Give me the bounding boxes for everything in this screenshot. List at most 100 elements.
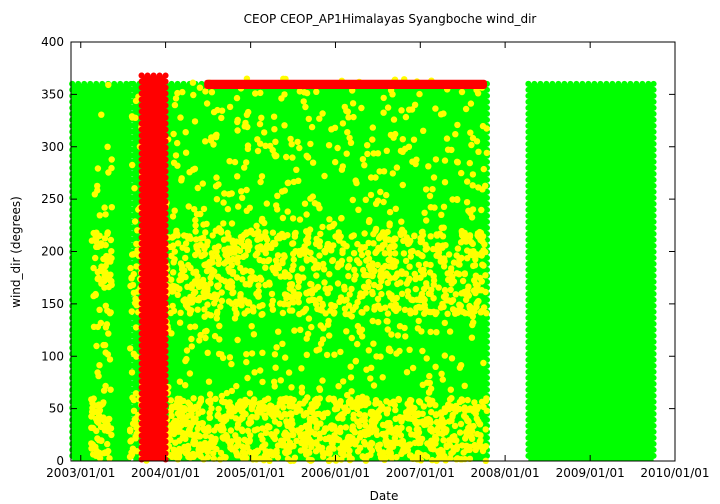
data-point	[356, 411, 363, 418]
data-point	[156, 72, 163, 79]
data-point	[525, 176, 532, 183]
data-point	[365, 239, 372, 247]
data-point	[609, 80, 616, 87]
data-point	[423, 283, 430, 290]
data-point	[130, 314, 137, 321]
data-point	[321, 279, 328, 286]
data-point	[248, 350, 256, 357]
data-point	[162, 336, 169, 343]
data-point	[258, 114, 265, 122]
data-point	[419, 381, 426, 388]
data-point	[332, 158, 339, 166]
data-point	[89, 399, 96, 407]
data-point	[394, 332, 402, 339]
data-point	[338, 166, 346, 173]
data-point	[138, 366, 145, 373]
data-point	[377, 233, 384, 240]
data-point	[251, 369, 258, 376]
data-point	[387, 302, 394, 309]
data-point	[288, 141, 295, 148]
data-point	[650, 224, 657, 231]
data-point	[87, 80, 94, 87]
data-point	[314, 201, 322, 208]
data-point	[192, 268, 200, 275]
data-point	[390, 134, 397, 141]
x-tick-label: 2006/01/01	[301, 466, 370, 480]
data-point	[650, 422, 657, 429]
data-point	[351, 276, 358, 283]
data-point	[234, 245, 241, 252]
data-point	[406, 441, 414, 448]
data-point	[359, 453, 366, 460]
data-point	[384, 104, 392, 111]
data-point	[326, 216, 333, 223]
data-point	[69, 410, 76, 417]
data-point	[218, 297, 226, 304]
data-point	[650, 152, 657, 159]
data-point	[375, 318, 382, 326]
data-point	[525, 206, 532, 213]
x-tick-label: 2004/01/01	[131, 466, 200, 480]
data-point	[457, 420, 465, 428]
data-point	[650, 392, 657, 399]
data-point	[230, 289, 237, 296]
data-point	[162, 216, 169, 223]
data-point	[454, 309, 461, 316]
data-point	[172, 152, 180, 159]
data-point	[95, 372, 102, 380]
data-point	[406, 263, 413, 270]
data-point	[256, 120, 264, 128]
data-point	[650, 128, 657, 135]
data-point	[298, 265, 306, 272]
data-point	[99, 80, 106, 87]
data-point	[349, 196, 356, 204]
data-point	[304, 330, 312, 338]
data-point	[308, 281, 315, 288]
data-point	[94, 182, 101, 190]
data-point	[382, 235, 389, 243]
data-point	[383, 191, 390, 199]
data-point	[525, 146, 532, 153]
data-point	[239, 414, 246, 422]
data-point	[174, 139, 181, 147]
data-point	[460, 449, 467, 456]
data-point	[175, 428, 182, 435]
data-point	[453, 252, 460, 259]
data-point	[363, 366, 370, 373]
data-point	[477, 432, 484, 439]
data-point	[203, 442, 211, 449]
y-axis: 0 50 100 150 200 250 300 350 400	[41, 35, 675, 468]
data-point	[432, 156, 440, 163]
data-point	[483, 149, 490, 157]
data-point	[308, 296, 316, 304]
data-point	[129, 281, 137, 289]
y-tick-label: 300	[41, 140, 64, 154]
data-point	[438, 411, 445, 418]
data-point	[128, 113, 136, 120]
data-point	[191, 118, 199, 125]
data-point	[525, 200, 532, 207]
data-point	[233, 382, 240, 390]
data-point	[374, 261, 381, 269]
data-point	[378, 270, 385, 277]
data-point	[105, 81, 112, 89]
data-point	[200, 221, 207, 228]
data-point	[130, 122, 137, 129]
data-point	[174, 456, 182, 463]
data-point	[201, 245, 208, 252]
data-point	[445, 401, 452, 408]
data-point	[223, 389, 230, 397]
data-point	[168, 276, 175, 283]
data-point	[210, 450, 217, 457]
data-point	[650, 110, 657, 117]
data-point	[360, 397, 367, 405]
data-point	[101, 273, 108, 280]
data-point	[425, 290, 433, 297]
data-point	[323, 351, 331, 359]
data-point	[103, 449, 111, 456]
data-point	[190, 439, 197, 447]
data-point	[469, 171, 477, 178]
data-point	[350, 411, 357, 418]
data-point	[162, 270, 169, 277]
data-point	[384, 310, 392, 317]
